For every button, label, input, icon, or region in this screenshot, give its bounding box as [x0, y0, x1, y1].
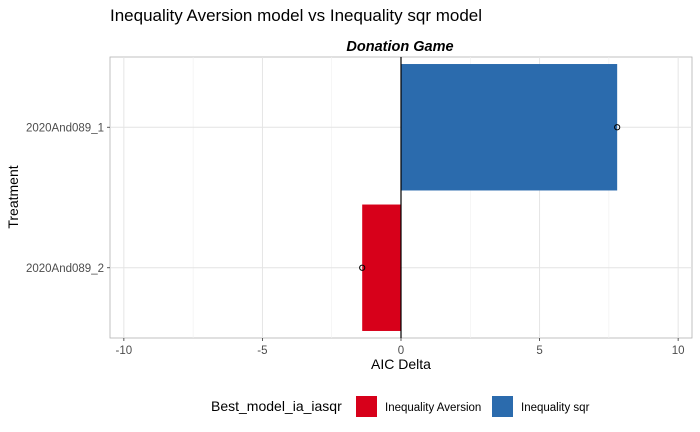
bars: [362, 64, 618, 331]
y-axis-ticks: 2020And089_1 2020And089_2: [26, 122, 110, 275]
x-axis-label: AIC Delta: [371, 356, 431, 372]
legend-label-inequality-aversion: Inequality Aversion: [385, 402, 481, 414]
bar-2020And089_1: [401, 64, 618, 191]
x-tick-label: 0: [398, 345, 404, 357]
chart-title: Inequality Aversion model vs Inequality …: [110, 6, 482, 25]
point-2020And089_2: [359, 264, 366, 271]
legend-swatch-inequality-sqr: [492, 396, 513, 417]
y-axis-label: Treatment: [5, 165, 21, 228]
legend-title: Best_model_ia_iasqr: [211, 398, 342, 414]
point-2020And089_1: [614, 124, 621, 131]
points: [359, 124, 621, 271]
plot-panel: [109, 56, 693, 339]
x-tick-label: 5: [536, 345, 542, 357]
x-tick-label: -10: [116, 345, 133, 357]
x-axis-ticks: -10 -5 0 5 10: [116, 338, 685, 357]
legend: Best_model_ia_iasqr Inequality Aversion …: [211, 396, 590, 417]
x-tick-label: 10: [672, 345, 685, 357]
y-tick-label: 2020And089_2: [26, 263, 104, 275]
bar-2020And089_2: [362, 204, 401, 331]
legend-label-inequality-sqr: Inequality sqr: [521, 402, 590, 414]
y-tick-label: 2020And089_1: [26, 122, 104, 134]
x-tick-label: -5: [257, 345, 267, 357]
legend-swatch-inequality-aversion: [356, 396, 377, 417]
facet-title: Donation Game: [346, 39, 453, 55]
